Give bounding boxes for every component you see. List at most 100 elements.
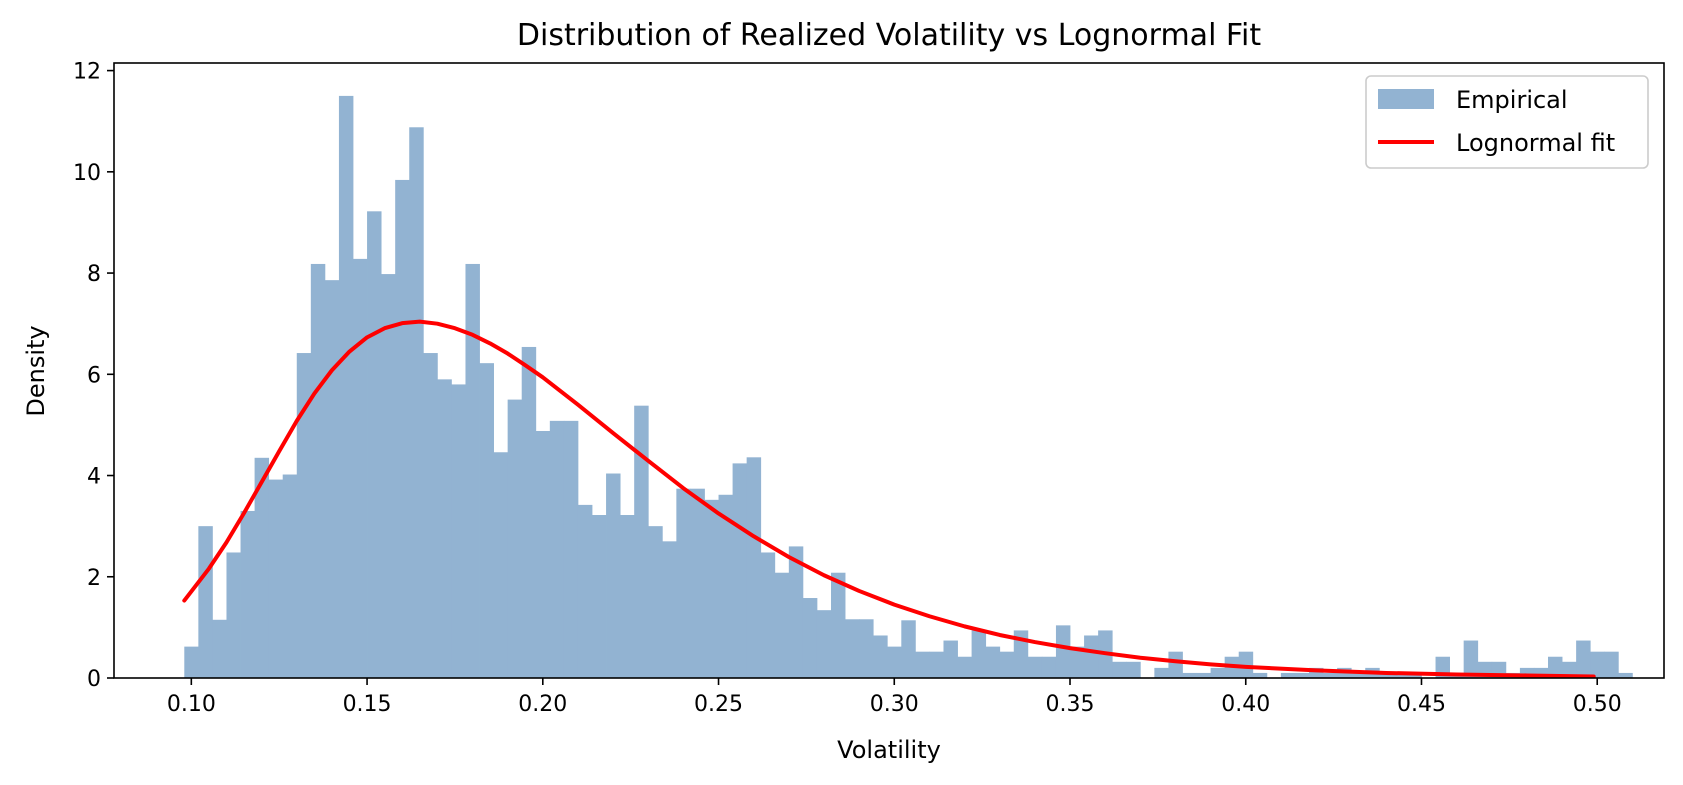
histogram-bar [760,552,776,678]
x-tick-label: 0.20 [518,692,567,717]
y-axis-label: Density [22,325,50,416]
histogram-bar [676,488,691,678]
histogram-bar [1084,635,1099,678]
histogram-bar [1393,672,1408,678]
histogram-bar [634,405,649,678]
legend-label-empirical: Empirical [1456,86,1568,114]
histogram-bar [521,346,537,678]
histogram-bar [535,430,551,678]
histogram-bar [254,457,270,678]
histogram-bar [845,619,860,678]
histogram-bar [282,474,298,678]
histogram-bar [563,420,579,678]
legend-swatch-empirical [1378,89,1434,109]
histogram-bar [423,353,438,678]
histogram-bar [816,610,832,678]
histogram-bar [915,651,930,678]
histogram-bar [549,420,565,678]
x-tick-label: 0.40 [1221,692,1270,717]
histogram-bar [409,127,424,678]
histogram-bar [381,274,396,678]
x-axis-ticks: 0.10 0.15 0.20 0.25 0.30 0.35 0.40 0.45 0.50 [167,678,1622,717]
histogram-bar [479,363,494,678]
y-tick-label: 10 [73,161,101,186]
histogram-bar [662,541,677,678]
x-tick-label: 0.35 [1046,692,1095,717]
histogram-bar [648,526,663,678]
histogram-bar [1604,651,1619,678]
histogram-bar [1013,630,1029,678]
histogram-bar [831,572,846,678]
chart-title: Distribution of Realized Volatility vs L… [517,18,1261,53]
histogram-bars [184,95,1633,678]
histogram-bar [184,646,199,678]
histogram-bar [226,552,241,678]
histogram-bar [746,457,762,678]
y-tick-label: 8 [87,262,101,287]
histogram-bar [240,510,255,678]
histogram-bar [1309,667,1324,678]
histogram-bar [437,379,452,678]
histogram-bar [606,473,621,678]
histogram-bar [1238,651,1254,678]
histogram-bar [943,640,958,678]
legend-label-lognormal-fit: Lognormal fit [1456,129,1615,157]
legend-frame [1365,75,1649,169]
histogram-bar [1210,667,1226,678]
histogram-bar [296,353,312,678]
histogram-bar [1196,672,1211,678]
histogram-bar [788,546,804,678]
histogram-bar [507,399,523,678]
histogram-bar [577,504,593,678]
histogram-bar [198,526,213,678]
histogram-bar [1548,656,1563,678]
y-tick-label: 12 [73,60,101,85]
lognormal-fit-line [182,319,1596,679]
y-tick-label: 2 [87,566,101,591]
y-tick-label: 0 [87,667,101,692]
histogram-bar [338,95,354,678]
histogram-bar [971,630,987,678]
histogram-bar [367,211,382,678]
histogram-bar [929,651,944,678]
histogram-bar [1519,667,1535,678]
histogram-bar [1126,661,1141,678]
histogram-bar [451,384,466,678]
histogram-bar [324,280,340,678]
histogram-bar [1070,646,1085,678]
lognormal-fit-layer [182,319,1596,679]
histogram-bar [704,499,719,678]
histogram-bar [395,179,410,678]
plot-area-frame [113,62,1665,679]
histogram-bar [887,646,902,678]
x-tick-label: 0.15 [343,692,392,717]
histogram-bar [353,258,368,678]
x-tick-label: 0.45 [1397,692,1446,717]
histogram-bar [465,263,480,678]
histogram-bar [1533,667,1549,678]
histogram-bar [1252,672,1268,678]
histogram-bar [774,572,790,678]
y-tick-label: 4 [87,465,101,490]
histogram-bar [1154,667,1169,678]
histogram-bar [1168,651,1183,678]
histogram-bar [901,620,916,678]
histogram-bar [1182,672,1197,678]
histogram-bar [718,494,733,678]
histogram-bar [1351,672,1366,678]
histogram-bar [999,651,1015,678]
y-axis-ticks: 0 2 4 6 8 10 12 [73,60,114,692]
x-tick-label: 0.50 [1573,692,1622,717]
histogram-bar [957,656,972,678]
histogram-bar [873,635,888,678]
histogram-bar [310,263,326,678]
histogram-bar [1041,656,1057,678]
x-axis-label: Volatility [837,736,941,764]
x-tick-label: 0.10 [167,692,216,717]
histogram-bar [212,619,227,678]
histogram-bar [1027,656,1043,678]
histogram-bar [1463,640,1479,678]
legend: Empirical Lognormal fit [1365,75,1649,169]
histogram-bar [1055,625,1071,678]
